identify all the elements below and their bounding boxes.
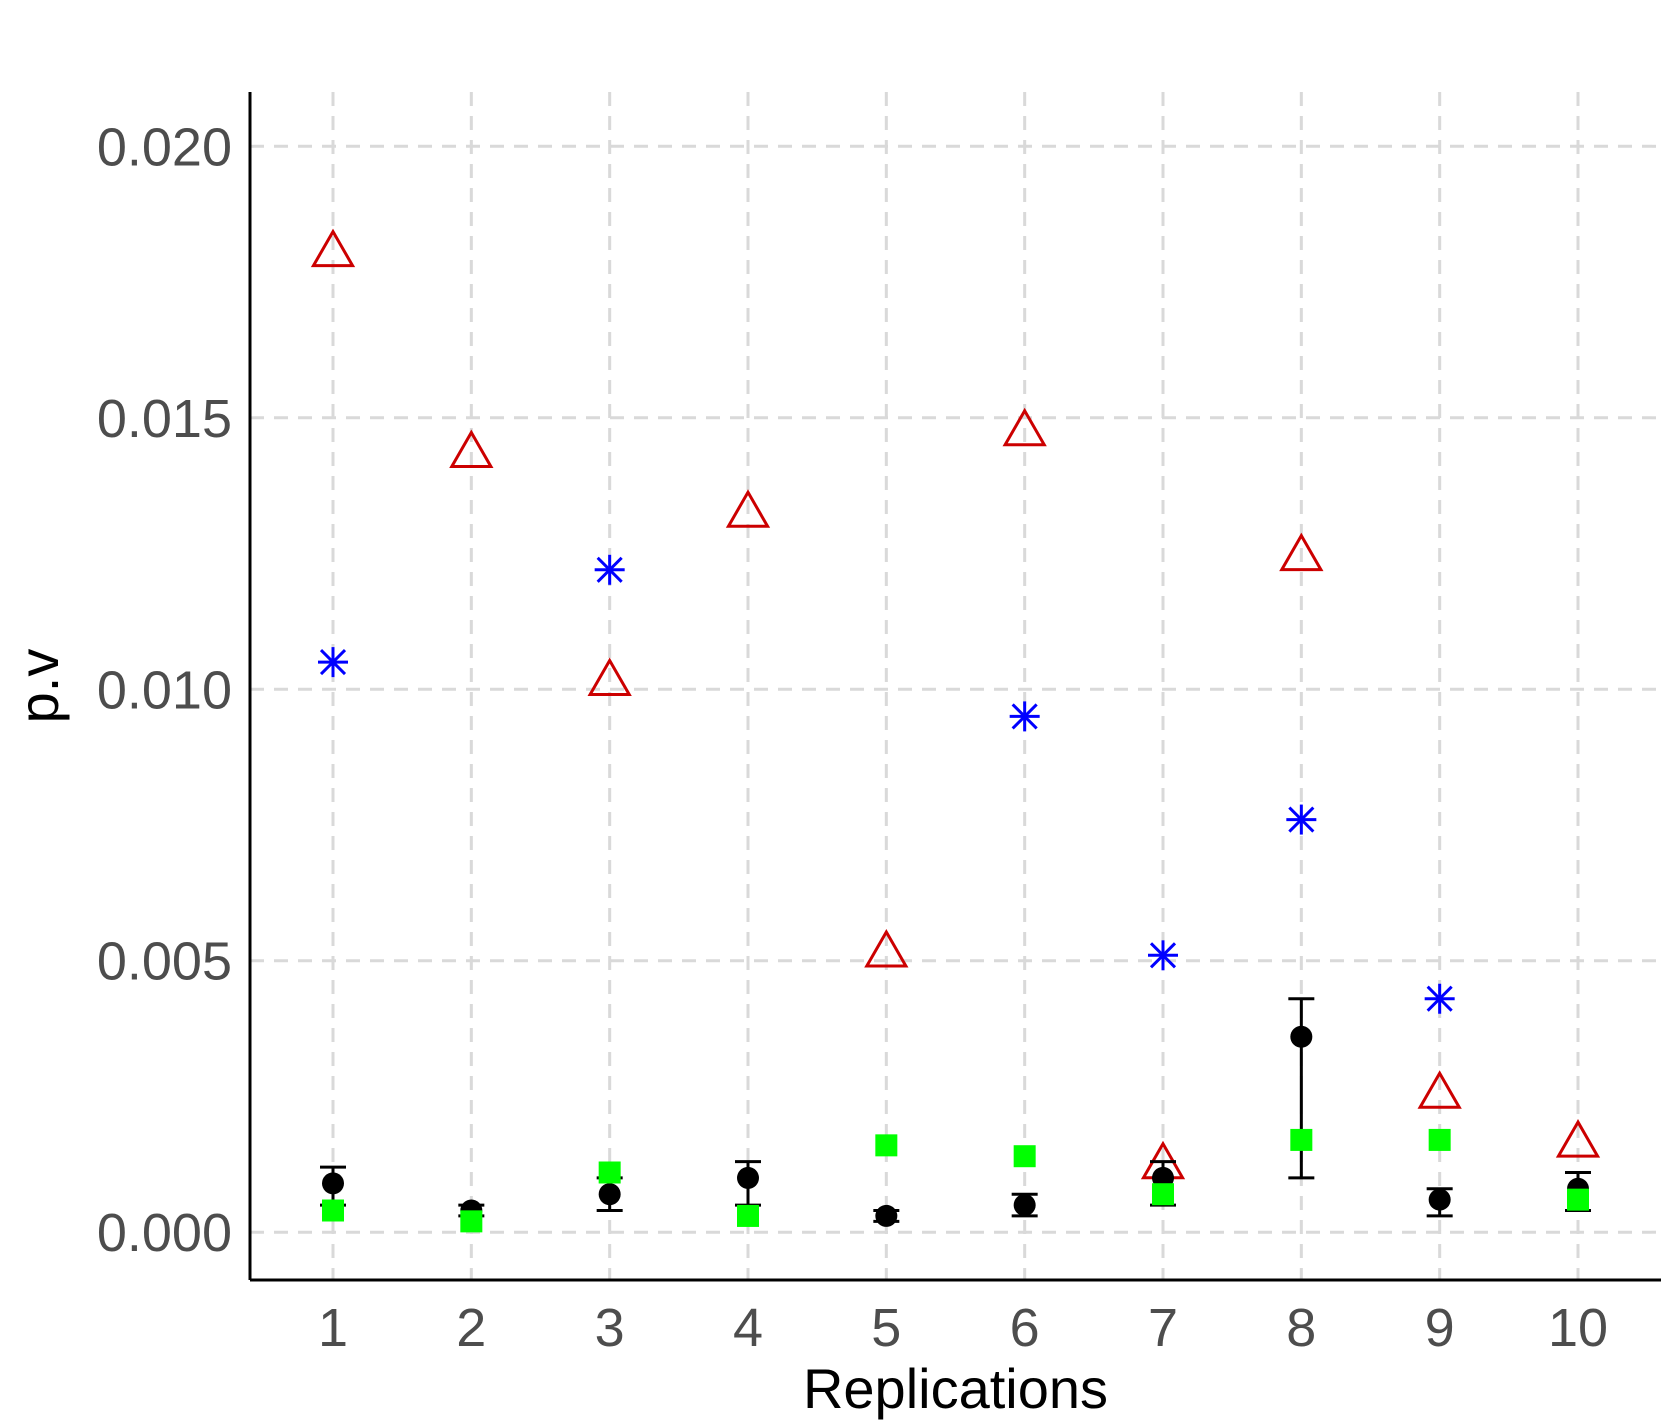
grid <box>250 92 1661 1280</box>
circle-point <box>1013 1194 1036 1217</box>
asterisk-point <box>318 647 348 678</box>
error-bar <box>1288 997 1315 1180</box>
filled-circle-series <box>320 997 1591 1227</box>
y-axis-title: p.v <box>7 649 70 724</box>
asterisk-stroke <box>1426 985 1453 1012</box>
x-axis-title: Replications <box>803 1357 1108 1420</box>
x-tick-label: 6 <box>1010 1298 1040 1358</box>
y-tick-label: 0.015 <box>97 389 232 449</box>
circle-point <box>322 1172 344 1195</box>
y-tick-label: 0.005 <box>97 932 232 992</box>
asterisk-stroke <box>596 556 623 583</box>
asterisk-stroke <box>1149 942 1177 969</box>
filled-square-series <box>322 1128 1589 1233</box>
asterisk-stroke <box>1011 703 1038 730</box>
circle-point <box>1428 1188 1451 1211</box>
triangle-point <box>1002 407 1047 447</box>
circle-point <box>875 1204 898 1227</box>
square-point <box>1152 1183 1174 1206</box>
triangle-point <box>864 929 909 968</box>
x-tick-label: 7 <box>1148 1298 1178 1358</box>
x-tick-labels: 1 2 3 4 5 6 7 8 9 10 <box>318 1298 1608 1358</box>
triangle-point <box>310 228 356 268</box>
x-tick-label: 1 <box>318 1298 348 1358</box>
square-point <box>737 1204 759 1227</box>
asterisk-point <box>1424 983 1455 1014</box>
y-tick-labels: 0.000 0.005 0.010 0.015 0.020 <box>97 117 232 1263</box>
x-tick-label: 10 <box>1548 1298 1608 1358</box>
square-point <box>322 1199 344 1222</box>
circle-point <box>598 1183 621 1206</box>
open-triangle-series <box>310 228 1601 1180</box>
asterisk-stroke <box>319 649 347 676</box>
x-tick-label: 9 <box>1425 1298 1455 1358</box>
x-tick-label: 2 <box>456 1298 486 1358</box>
triangle-point <box>1279 532 1324 572</box>
y-tick-label: 0.010 <box>97 660 232 720</box>
triangle-point <box>1555 1119 1601 1158</box>
asterisk-stroke <box>1288 806 1315 833</box>
asterisk-point <box>1286 804 1317 835</box>
square-point <box>1013 1145 1036 1168</box>
square-point <box>1290 1128 1313 1151</box>
data-marks <box>310 228 1601 1233</box>
asterisk-point <box>1148 940 1178 971</box>
asterisk-series <box>318 554 1455 1014</box>
triangle-point <box>587 657 632 697</box>
triangle-point <box>1417 1070 1462 1109</box>
square-point <box>1428 1128 1451 1151</box>
square-point <box>598 1161 621 1184</box>
triangle-point <box>725 489 771 528</box>
asterisk-point <box>1009 701 1040 732</box>
y-tick-label: 0.020 <box>97 117 232 177</box>
x-tick-label: 4 <box>733 1298 763 1358</box>
triangle-point <box>449 429 494 469</box>
asterisk-point <box>594 554 625 585</box>
square-point <box>875 1134 898 1157</box>
axes <box>248 92 1661 1282</box>
x-tick-label: 3 <box>595 1298 625 1358</box>
square-point <box>460 1210 483 1233</box>
square-point <box>1567 1188 1589 1211</box>
x-tick-label: 5 <box>871 1298 901 1358</box>
x-tick-label: 8 <box>1286 1298 1316 1358</box>
circle-point <box>1290 1025 1313 1048</box>
y-tick-label: 0.000 <box>97 1203 232 1263</box>
circle-point <box>737 1166 759 1189</box>
